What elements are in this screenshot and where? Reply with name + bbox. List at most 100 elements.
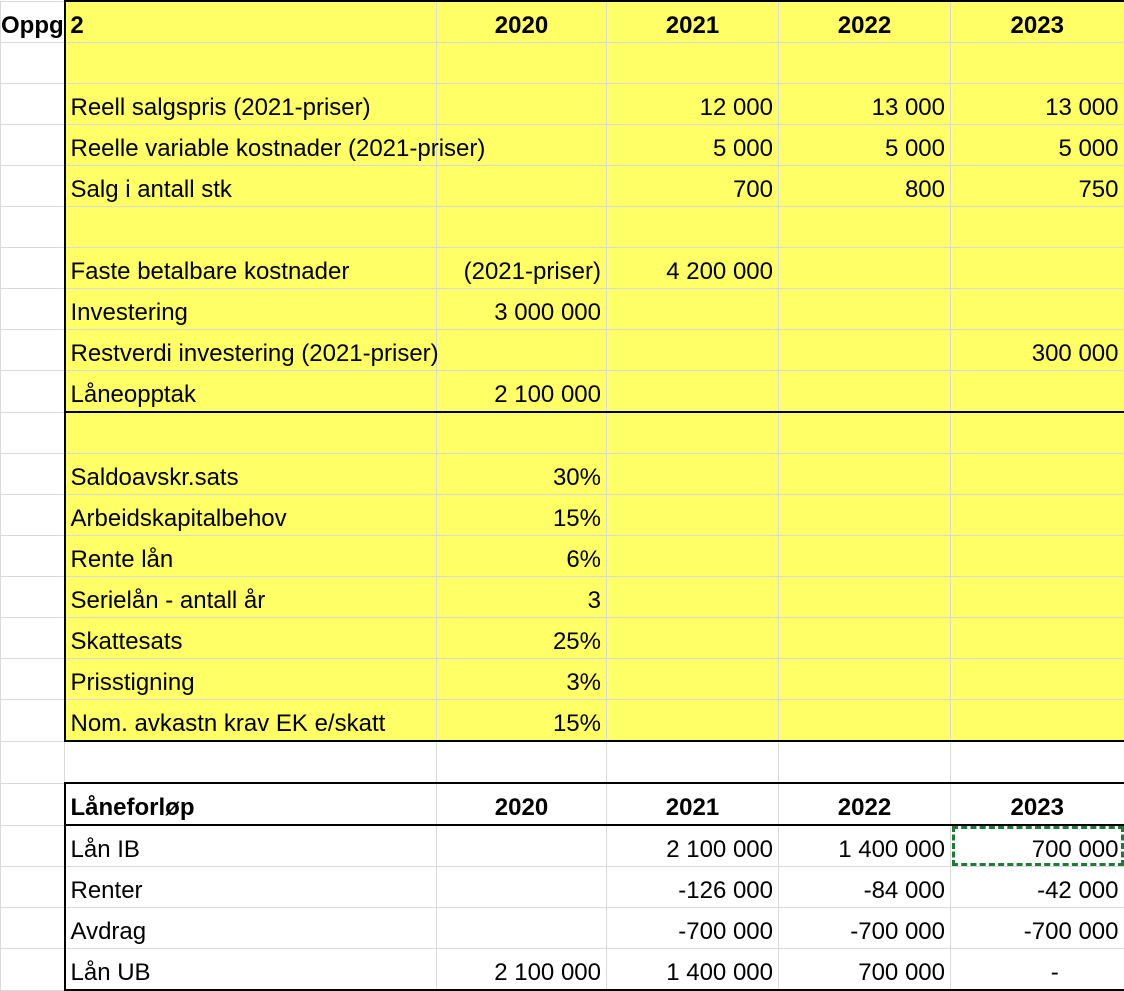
cell[interactable]: [607, 618, 779, 659]
cell[interactable]: [607, 412, 779, 454]
cell[interactable]: [951, 454, 1124, 495]
loan-value[interactable]: -700 000: [779, 908, 951, 949]
param-label[interactable]: Nom. avkastn krav EK e/skatt: [65, 700, 437, 742]
value-cell[interactable]: [607, 371, 779, 413]
value-cell[interactable]: [951, 248, 1124, 289]
value-cell[interactable]: [951, 289, 1124, 330]
cell[interactable]: [607, 536, 779, 577]
cell[interactable]: [951, 700, 1124, 742]
row-label-restverdi[interactable]: Restverdi investering (2021-priser): [65, 330, 437, 371]
cell[interactable]: [1, 741, 65, 783]
cell[interactable]: [65, 43, 437, 84]
value-cell[interactable]: [607, 289, 779, 330]
cell[interactable]: [65, 207, 437, 248]
cell[interactable]: [1, 783, 65, 825]
loan-value[interactable]: -126 000: [607, 867, 779, 908]
cell[interactable]: [607, 577, 779, 618]
cell[interactable]: [607, 700, 779, 742]
value-cell[interactable]: [437, 330, 607, 371]
year-header-2021[interactable]: 2021: [607, 1, 779, 43]
cell[interactable]: [779, 412, 951, 454]
loan-row-label[interactable]: Avdrag: [65, 908, 437, 949]
param-value[interactable]: 3%: [437, 659, 607, 700]
selected-cell[interactable]: 700 000: [951, 825, 1124, 867]
value-cell[interactable]: 12 000: [607, 84, 779, 125]
cell[interactable]: [1, 825, 65, 867]
year-header-2023[interactable]: 2023: [951, 1, 1124, 43]
value-cell[interactable]: 13 000: [779, 84, 951, 125]
loan-value[interactable]: [437, 867, 607, 908]
cell[interactable]: [951, 536, 1124, 577]
loan-value[interactable]: -700 000: [607, 908, 779, 949]
param-value[interactable]: 30%: [437, 454, 607, 495]
param-label[interactable]: Serielån - antall år: [65, 577, 437, 618]
cell[interactable]: [1, 84, 65, 125]
cell[interactable]: [437, 412, 607, 454]
cell[interactable]: [779, 43, 951, 84]
value-cell[interactable]: [779, 330, 951, 371]
cell[interactable]: [437, 43, 607, 84]
loan-value[interactable]: -84 000: [779, 867, 951, 908]
param-label[interactable]: Arbeidskapitalbehov: [65, 495, 437, 536]
param-label[interactable]: Prisstigning: [65, 659, 437, 700]
loan-value[interactable]: -42 000: [951, 867, 1124, 908]
loan-year-2022[interactable]: 2022: [779, 783, 951, 825]
param-value[interactable]: 15%: [437, 495, 607, 536]
value-cell[interactable]: 5 000: [951, 125, 1124, 166]
cell[interactable]: [1, 371, 65, 413]
cell[interactable]: [437, 741, 607, 783]
value-cell[interactable]: [779, 289, 951, 330]
cell[interactable]: [779, 207, 951, 248]
cell[interactable]: [607, 43, 779, 84]
cell[interactable]: [951, 741, 1124, 783]
loan-header-label[interactable]: Låneforløp: [65, 783, 437, 825]
cell[interactable]: [1, 659, 65, 700]
cell[interactable]: [1, 248, 65, 289]
cell[interactable]: [1, 577, 65, 618]
cell[interactable]: [779, 577, 951, 618]
row-label-reell-salgspris[interactable]: Reell salgspris (2021-priser): [65, 84, 437, 125]
cell[interactable]: [1, 43, 65, 84]
value-cell[interactable]: 700: [607, 166, 779, 207]
cell[interactable]: [1, 908, 65, 949]
value-cell[interactable]: 750: [951, 166, 1124, 207]
value-cell[interactable]: [951, 371, 1124, 413]
cell[interactable]: [951, 43, 1124, 84]
cell[interactable]: [607, 207, 779, 248]
cell[interactable]: [65, 741, 437, 783]
cell[interactable]: [607, 495, 779, 536]
value-cell[interactable]: [437, 84, 607, 125]
year-header-2020[interactable]: 2020: [437, 1, 607, 43]
sheet-title-cell[interactable]: Oppg 2: [1, 1, 65, 43]
loan-value[interactable]: [437, 825, 607, 867]
value-cell[interactable]: 300 000: [951, 330, 1124, 371]
cell[interactable]: [779, 536, 951, 577]
cell[interactable]: [779, 659, 951, 700]
cell[interactable]: [607, 659, 779, 700]
value-cell[interactable]: [607, 330, 779, 371]
value-cell[interactable]: [779, 371, 951, 413]
cell[interactable]: [607, 454, 779, 495]
cell[interactable]: [65, 1, 437, 43]
value-cell[interactable]: 4 200 000: [607, 248, 779, 289]
cell[interactable]: [1, 207, 65, 248]
value-cell[interactable]: 3 000 000: [437, 289, 607, 330]
param-value[interactable]: 25%: [437, 618, 607, 659]
param-value[interactable]: 6%: [437, 536, 607, 577]
loan-row-label[interactable]: Renter: [65, 867, 437, 908]
cell[interactable]: [1, 412, 65, 454]
row-label-reelle-variable-kostnader[interactable]: Reelle variable kostnader (2021-priser): [65, 125, 437, 166]
value-cell[interactable]: 2 100 000: [437, 371, 607, 413]
cell[interactable]: [951, 618, 1124, 659]
param-value[interactable]: 15%: [437, 700, 607, 742]
loan-year-2023[interactable]: 2023: [951, 783, 1124, 825]
loan-row-label[interactable]: Lån UB: [65, 949, 437, 991]
value-cell[interactable]: [779, 248, 951, 289]
loan-year-2021[interactable]: 2021: [607, 783, 779, 825]
param-label[interactable]: Saldoavskr.sats: [65, 454, 437, 495]
cell[interactable]: [65, 412, 437, 454]
cell[interactable]: [1, 454, 65, 495]
cell[interactable]: [1, 949, 65, 991]
loan-value[interactable]: -: [951, 949, 1124, 991]
cell[interactable]: [1, 166, 65, 207]
